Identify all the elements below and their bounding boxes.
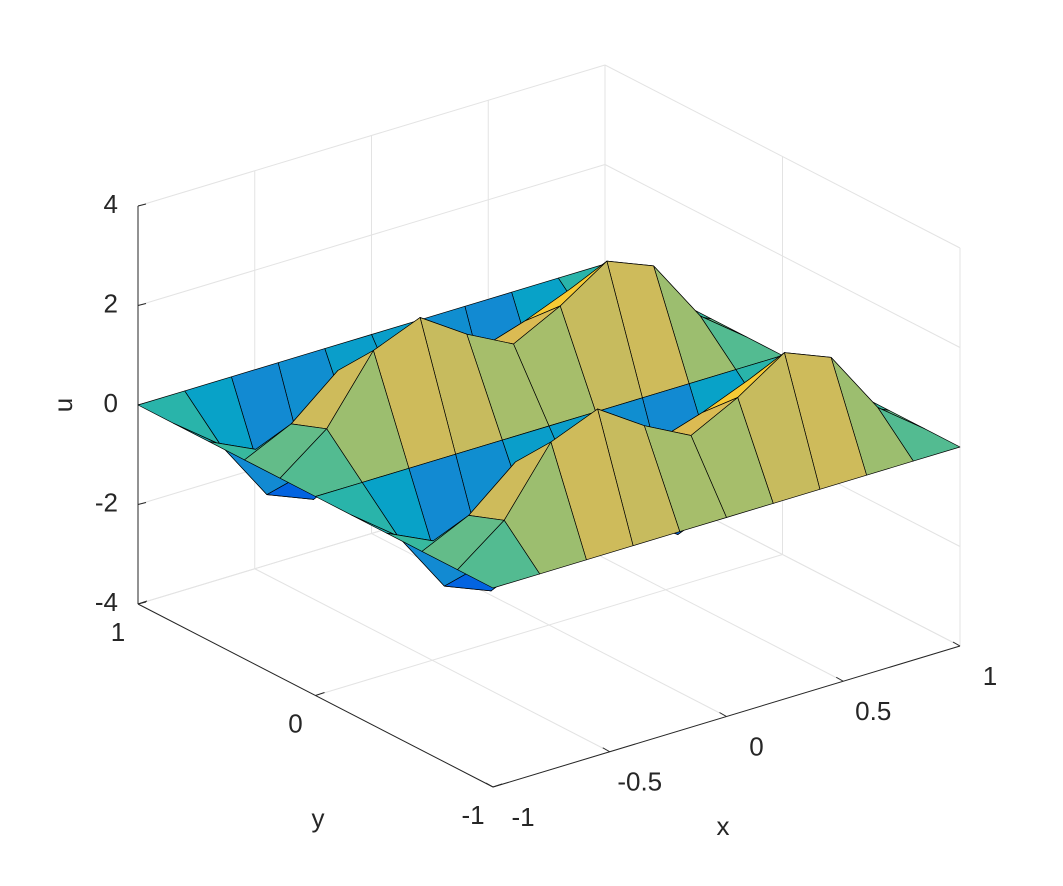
x-tick-label: 1 <box>983 661 997 691</box>
y-tick-label: 0 <box>288 708 302 738</box>
surface <box>137 260 961 592</box>
grid-line <box>604 164 961 348</box>
z-tick-label: 0 <box>104 388 118 418</box>
x-axis-label: x <box>717 811 730 841</box>
labels: x y u -4 -2 0 2 4 -1 0 1 -1 -0.5 0 0.5 1 <box>48 189 997 841</box>
z-tick-label: 2 <box>104 288 118 318</box>
x-tick <box>485 782 494 788</box>
y-tick <box>137 600 148 605</box>
z-tick-label: -4 <box>95 587 118 617</box>
y-tick-label: -1 <box>461 800 484 830</box>
x-tick-label: -0.5 <box>617 767 662 797</box>
grid-line <box>137 164 606 306</box>
y-tick-label: 1 <box>111 617 125 647</box>
x-tick <box>719 712 727 717</box>
x-tick-label: -1 <box>511 802 534 832</box>
x-tick-label: 0 <box>749 731 763 761</box>
x-tick <box>952 641 961 647</box>
grid-line <box>604 64 961 249</box>
y-tick <box>492 783 503 788</box>
z-tick <box>137 502 147 505</box>
y-tick <box>315 692 325 696</box>
grid-line <box>315 554 783 696</box>
z-tick-label: 4 <box>104 189 118 219</box>
x-tick-label: 0.5 <box>855 696 891 726</box>
y-axis-label: y <box>312 803 325 833</box>
x-tick <box>836 676 844 682</box>
z-tick <box>137 303 147 306</box>
grid-line <box>137 64 606 207</box>
z-tick-label: -2 <box>95 487 118 517</box>
x-tick <box>602 747 610 753</box>
surface-patch <box>457 519 541 589</box>
z-axis-label: u <box>48 398 78 412</box>
z-tick <box>137 203 147 207</box>
